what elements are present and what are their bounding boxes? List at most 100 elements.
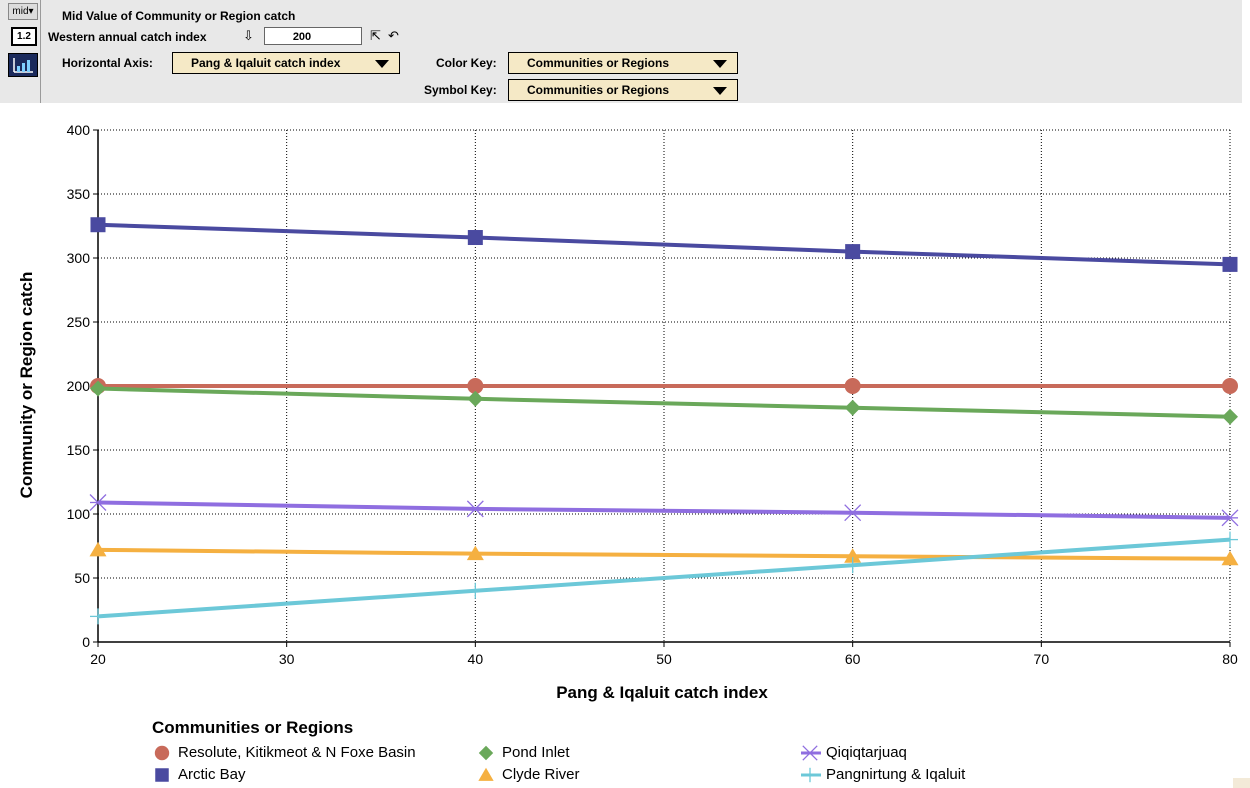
- x-axis-label: Pang & Iqaluit catch index: [556, 683, 768, 702]
- legend-marker-icon: [801, 745, 821, 761]
- horizontal-axis-label: Horizontal Axis:: [62, 56, 153, 70]
- y-tick-label: 350: [67, 186, 91, 202]
- series-line: [97, 222, 1231, 267]
- data-point: [467, 582, 484, 599]
- x-tick-label: 70: [1034, 651, 1050, 667]
- tool-strip: [6, 0, 41, 103]
- legend-marker: [155, 768, 169, 782]
- legend-label: Pond Inlet: [502, 744, 570, 761]
- arrow-diagonal-icon[interactable]: ⇱: [370, 28, 381, 43]
- horizontal-axis-select[interactable]: Pang & Iqaluit catch index: [172, 52, 400, 74]
- y-tick-label: 300: [67, 250, 91, 266]
- color-key-label: Color Key:: [436, 56, 497, 70]
- chevron-down-icon: [713, 87, 727, 95]
- legend-marker-icon: [154, 745, 170, 761]
- data-point: [467, 378, 484, 394]
- x-tick-label: 80: [1222, 651, 1238, 667]
- chevron-down-icon: [375, 60, 389, 68]
- mid-button-label: mid: [12, 6, 29, 17]
- color-key-value: Communities or Regions: [527, 56, 670, 70]
- legend-label: Qiqiqtarjuaq: [826, 744, 907, 761]
- arrow-down-icon[interactable]: ⇩: [243, 28, 254, 43]
- series-3: [89, 541, 1239, 566]
- data-point: [89, 494, 107, 511]
- legend-marker: [154, 745, 170, 761]
- data-point: [89, 541, 107, 557]
- control-toolbar: mid▾ 1.2 Mid Value of Community or Regio…: [0, 0, 1242, 103]
- y-tick-label: 200: [67, 378, 91, 394]
- data-point: [1221, 509, 1239, 527]
- x-tick-label: 60: [845, 651, 861, 667]
- x-tick-label: 40: [468, 651, 484, 667]
- series-line: [97, 500, 1231, 520]
- y-tick-label: 400: [67, 122, 91, 138]
- line-chart: 20 30 40 50 60 70 80 0 50 100 150 200 250 300 350 400 P…: [17, 122, 1239, 702]
- legend-marker: [478, 767, 494, 781]
- legend-marker: [802, 745, 818, 761]
- legend-marker-icon: [478, 767, 494, 781]
- legend-item: Pond Inlet: [476, 744, 570, 762]
- data-point: [1222, 256, 1238, 272]
- data-point: [844, 399, 861, 416]
- series-line: [97, 537, 1231, 619]
- legend-marker-icon: [478, 745, 494, 761]
- y-tick-label: 100: [67, 506, 91, 522]
- x-tick-label: 20: [90, 651, 106, 667]
- legend-label: Arctic Bay: [178, 766, 246, 783]
- data-point: [90, 380, 106, 397]
- series-line: [97, 547, 1231, 561]
- series-0: [90, 378, 1238, 394]
- data-point: [844, 548, 862, 563]
- resize-corner: [1233, 778, 1250, 788]
- y-tick-label: 250: [67, 314, 91, 330]
- data-point: [1222, 378, 1238, 394]
- legend-marker-icon: [801, 767, 821, 783]
- bar-chart-icon: [13, 58, 33, 73]
- legend-item: Clyde River: [476, 766, 580, 784]
- data-point: [844, 378, 861, 394]
- arrow-return-icon[interactable]: ↶: [388, 28, 399, 43]
- data-point: [1221, 550, 1239, 566]
- y-tick-label: 150: [67, 442, 91, 458]
- legend-label: Pangnirtung & Iqaluit: [826, 766, 966, 783]
- legend-marker: [802, 767, 818, 783]
- y-tick-label: 0: [82, 634, 90, 650]
- y-axis-label: Community or Region catch: [17, 272, 36, 499]
- x-tick-label: 30: [279, 651, 295, 667]
- horizontal-axis-value: Pang & Iqaluit catch index: [191, 56, 341, 70]
- data-point: [466, 545, 484, 561]
- data-point: [844, 557, 861, 574]
- series-layer: [89, 217, 1239, 625]
- legend-item: Arctic Bay: [152, 766, 246, 784]
- data-point: [90, 217, 106, 233]
- y-tick-label: 50: [74, 570, 90, 586]
- color-key-select[interactable]: Communities or Regions: [508, 52, 738, 74]
- data-point: [90, 608, 106, 625]
- legend-marker-icon: [155, 768, 169, 782]
- series-line: [97, 386, 1231, 419]
- series-2: [90, 380, 1238, 425]
- chart-title: Mid Value of Community or Region catch: [62, 9, 296, 23]
- input-label: Western annual catch index: [48, 30, 207, 44]
- legend-label: Clyde River: [502, 766, 580, 783]
- number-format-button[interactable]: 1.2: [11, 27, 37, 46]
- data-point: [844, 504, 862, 522]
- data-point: [1222, 531, 1238, 548]
- series-4: [89, 494, 1239, 527]
- data-point: [466, 500, 484, 518]
- legend-label: Resolute, Kitikmeot & N Foxe Basin: [178, 744, 416, 761]
- legend-item: Pangnirtung & Iqaluit: [800, 766, 965, 784]
- legend-item: Resolute, Kitikmeot & N Foxe Basin: [152, 744, 416, 762]
- mid-button[interactable]: mid▾: [8, 3, 38, 20]
- series-5: [90, 531, 1238, 625]
- symbol-key-select[interactable]: Communities or Regions: [508, 79, 738, 101]
- data-point: [467, 390, 484, 407]
- legend-title: Communities or Regions: [152, 718, 354, 737]
- legend-marker: [478, 745, 494, 761]
- catch-index-input[interactable]: 200: [264, 27, 362, 45]
- data-point: [1222, 408, 1238, 425]
- symbol-key-label: Symbol Key:: [424, 83, 497, 97]
- symbol-key-value: Communities or Regions: [527, 83, 670, 97]
- chart-view-button[interactable]: [8, 53, 38, 77]
- data-point: [467, 230, 483, 246]
